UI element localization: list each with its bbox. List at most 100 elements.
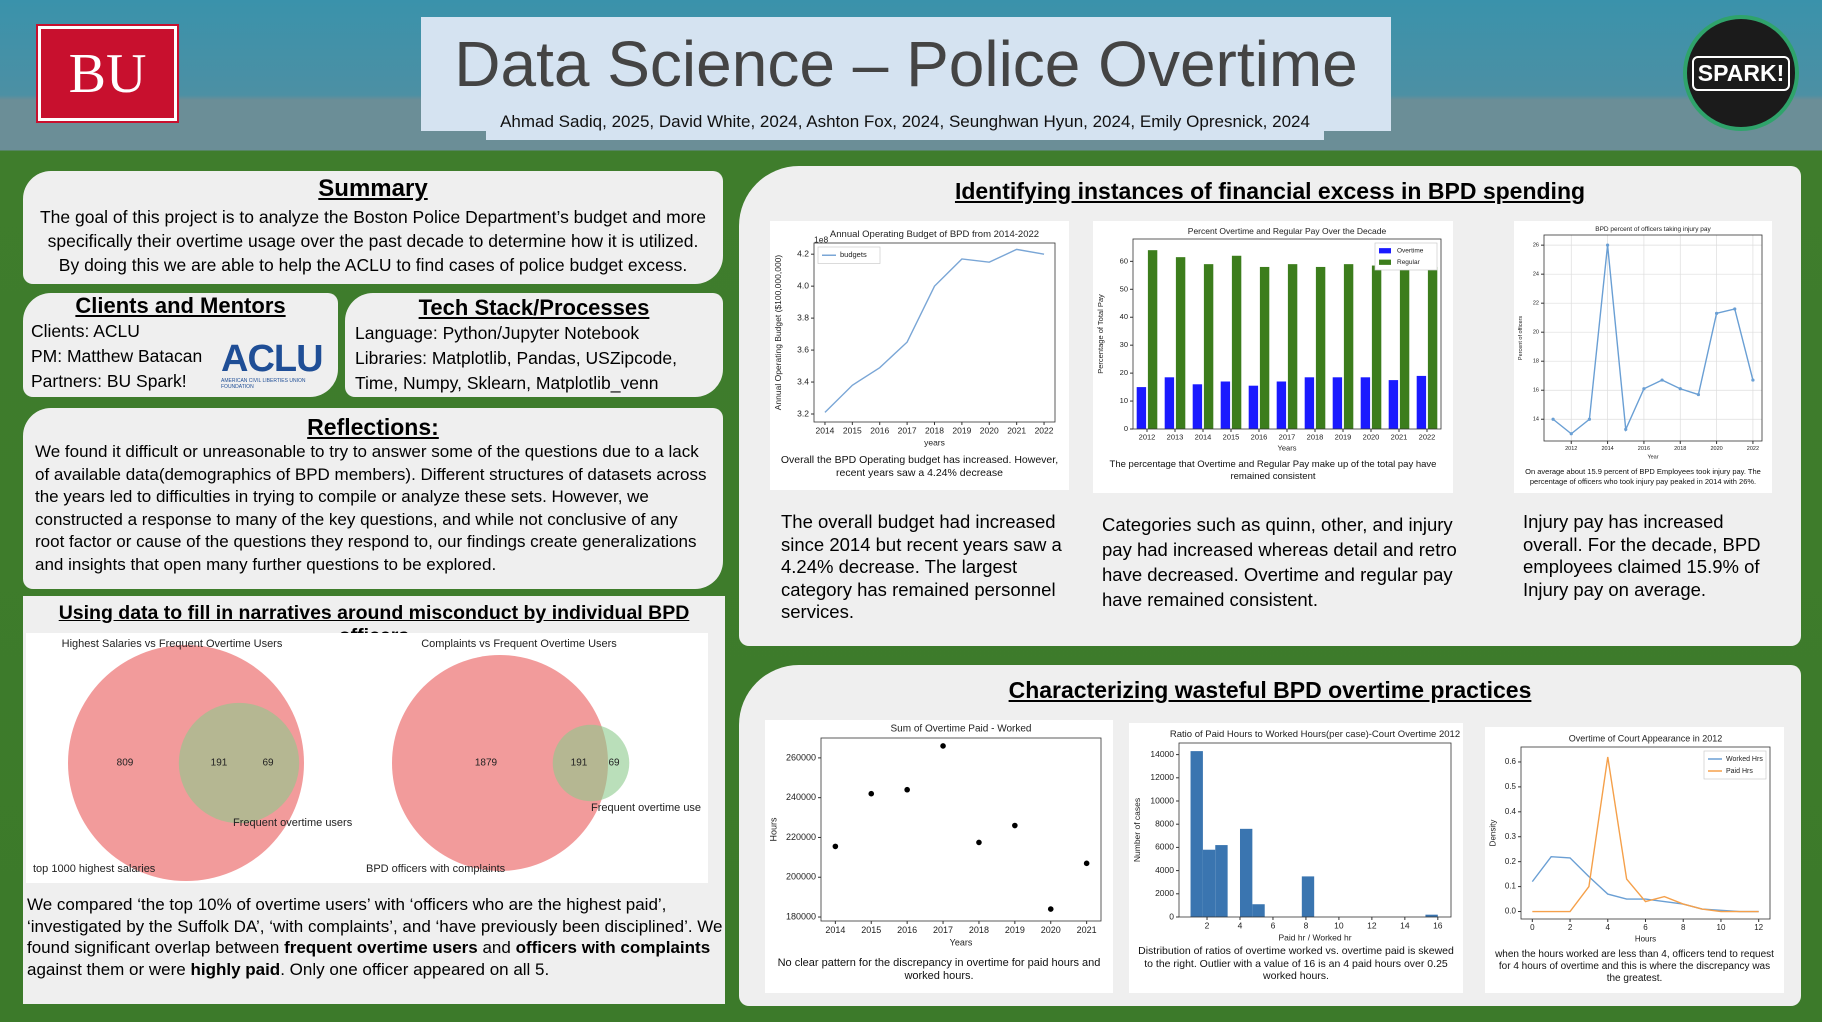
x-tick-label: 6 (1643, 923, 1648, 932)
text: We compared ‘the top 10% of overtime use… (27, 895, 723, 957)
y-tick-label: 0.5 (1505, 782, 1517, 791)
bar (1360, 377, 1371, 429)
venn-count: 1879 (475, 758, 498, 769)
x-tick-label: 2018 (925, 425, 944, 435)
y-axis-label: Density (1489, 820, 1498, 847)
plot (1136, 250, 1438, 429)
marker (1587, 417, 1592, 421)
bar (1388, 380, 1399, 429)
y-tick-label: 0.0 (1505, 907, 1517, 916)
bar (1164, 377, 1175, 429)
x-axis-label: Year (1647, 454, 1658, 460)
point (1012, 822, 1018, 829)
bar (1220, 381, 1231, 429)
x-tick-label: 2015 (1223, 432, 1240, 441)
chart-caption: Distribution of ratios of overtime worke… (1138, 945, 1454, 982)
chart-image: BPD percent of officers taking injury pa… (1514, 221, 1772, 493)
x-tick-label: 2 (1568, 923, 1573, 932)
bu-logo: BU (36, 24, 179, 123)
heading: Identifying instances of financial exces… (954, 178, 1586, 204)
legend-swatch (1379, 248, 1391, 254)
line (1552, 245, 1754, 435)
plot (824, 248, 1045, 413)
chart-caption: On average about 15.9 percent of BPD Emp… (1525, 467, 1761, 486)
x-tick-label: 2014 (815, 425, 834, 435)
histogram-bar (1202, 849, 1216, 917)
bar (1371, 265, 1382, 429)
venn-label: BPD officers with complaints (366, 863, 506, 875)
x-tick-label: 2018 (1307, 432, 1324, 441)
chart-image: Annual Operating Budget of BPD from 2014… (770, 221, 1069, 490)
x-tick-label: 2015 (843, 425, 862, 435)
client-line: Partners: BU Spark! (31, 371, 187, 391)
bar (1315, 266, 1326, 429)
badge-text: SPARK! (1691, 55, 1791, 91)
bar (1136, 387, 1147, 429)
chart: Percent Overtime and Regular Pay Over th… (1096, 226, 1442, 452)
x-axis-label: Hours (1635, 935, 1656, 944)
legend-box (1703, 750, 1767, 780)
y-tick-label: 0.4 (1505, 807, 1517, 816)
x-tick-label: 10 (1717, 923, 1726, 932)
aclu-logo: ACLU AMERICAN CIVIL LIBERTIES UNION FOUN… (221, 338, 324, 390)
y-tick-label: 0.6 (1505, 757, 1517, 766)
plot-frame (813, 242, 1056, 423)
chart: Ratio of Paid Hours to Worked Hours(per … (1132, 729, 1460, 943)
marker (1733, 307, 1737, 311)
y-tick-label: 4.2 (797, 248, 809, 258)
legend-label: Overtime (1397, 247, 1424, 254)
bar (1147, 250, 1158, 429)
venn-label: top 1000 highest salaries (33, 863, 156, 875)
y-tick-label: 200000 (786, 872, 816, 882)
y-tick-label: 20 (1120, 368, 1128, 377)
x-axis-label: Years (950, 938, 973, 948)
line (1532, 756, 1759, 913)
x-tick-label: 2020 (1363, 432, 1380, 441)
x-tick-label: 2019 (1005, 925, 1025, 935)
plot-frame (1543, 234, 1763, 442)
x-tick-label: 2016 (1251, 432, 1268, 441)
legend-label: budgets (840, 250, 867, 259)
bar (1304, 377, 1315, 429)
title: Data Science – Police Overtime (454, 28, 1358, 100)
x-tick-label: 4 (1606, 923, 1611, 932)
heading: Characterizing wasteful BPD overtime pra… (1008, 677, 1532, 703)
x-axis-label: years (924, 438, 945, 448)
x-tick-label: 2 (1205, 920, 1210, 930)
x-tick-label: 2014 (1195, 432, 1212, 441)
misconduct-text: We compared ‘the top 10% of overtime use… (27, 894, 723, 980)
tech-line: Time, Numpy, Sklearn, Matplotlib_venn (355, 373, 659, 393)
marker (1714, 311, 1719, 315)
x-tick-label: 2020 (1710, 446, 1722, 452)
x-tick-label: 2021 (1007, 425, 1026, 435)
y-tick-label: 18 (1533, 359, 1539, 365)
chart: BPD percent of officers taking injury pa… (1518, 226, 1763, 460)
line (824, 248, 1045, 413)
summary-panel: Summary The goal of this project is to a… (23, 171, 723, 284)
y-axis-label: Annual Operating Budget ($100,000,000) (773, 255, 783, 411)
y-tick-label: 16 (1533, 388, 1539, 394)
aclu-text: ACLU (221, 338, 324, 380)
chart-title: BPD percent of officers taking injury pa… (1595, 226, 1711, 233)
y-tick-label: 4.0 (797, 280, 809, 290)
x-tick-label: 2018 (1674, 446, 1686, 452)
x-tick-label: 6 (1271, 920, 1276, 930)
spark-logo: SPARK! (1683, 15, 1799, 131)
y-axis-label: Number of cases (1132, 798, 1142, 862)
point (940, 743, 946, 749)
y-tick-label: 3.4 (797, 376, 809, 386)
y-tick-label: 60 (1120, 256, 1128, 265)
y-tick-label: 220000 (786, 832, 816, 842)
y-tick-label: 3.8 (797, 312, 809, 322)
x-tick-label: 2014 (825, 925, 845, 935)
chart-image: Ratio of Paid Hours to Worked Hours(per … (1129, 723, 1463, 993)
x-tick-label: 2017 (933, 925, 953, 935)
y-tick-label: 6000 (1155, 842, 1174, 852)
bar (1427, 266, 1438, 429)
x-tick-label: 2019 (1335, 432, 1352, 441)
chart-caption: No clear pattern for the discrepancy in … (777, 957, 1101, 982)
histogram-bar (1301, 876, 1315, 917)
y-tick-label: 240000 (786, 792, 816, 802)
plot (832, 743, 1090, 912)
histogram-bar (1215, 845, 1228, 917)
